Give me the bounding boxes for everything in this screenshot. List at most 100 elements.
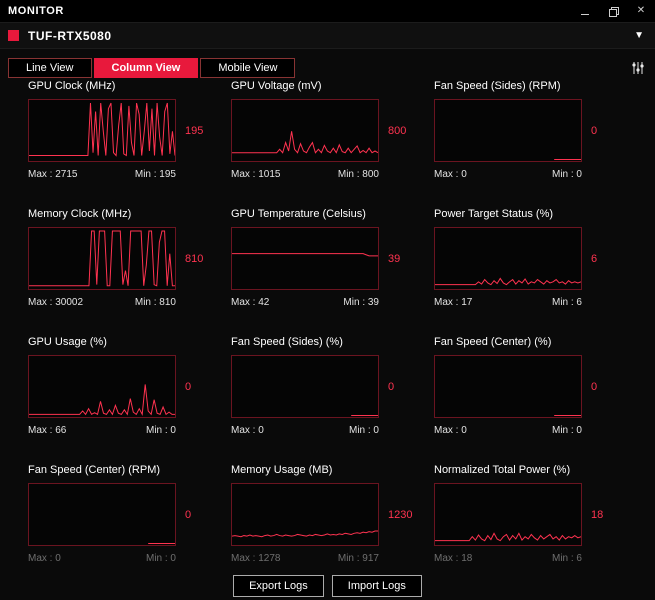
- panel-title: GPU Usage (%): [28, 336, 107, 348]
- min-value: Min : 195: [134, 169, 176, 180]
- current-value: 0: [591, 124, 598, 137]
- sparkline-chart: [28, 483, 176, 546]
- sparkline: [435, 278, 581, 284]
- tab-mobile-view[interactable]: Mobile View: [200, 58, 296, 78]
- panel-title: Fan Speed (Sides) (%): [231, 336, 343, 348]
- panel-title: GPU Voltage (mV): [231, 80, 322, 92]
- panel-title: Fan Speed (Center) (RPM): [28, 464, 161, 476]
- panel-gpu-clock: GPU Clock (MHz) 195 Max : 2715 Min : 195: [28, 80, 231, 208]
- panel-title: GPU Clock (MHz): [28, 80, 116, 92]
- min-value: Min : 0: [145, 553, 176, 564]
- window-controls: ✕: [579, 5, 647, 17]
- device-name: TUF-RTX5080: [28, 28, 112, 43]
- device-selector[interactable]: TUF-RTX5080 ▼: [0, 22, 655, 49]
- sparkline-chart: [231, 483, 379, 546]
- max-value: Max : 2715: [28, 169, 78, 180]
- panel-power-target-status: Power Target Status (%) 6 Max : 17 Min :…: [434, 208, 637, 336]
- footer-bar: Export Logs Import Logs: [0, 571, 655, 600]
- panel-title: Fan Speed (Center) (%): [434, 336, 552, 348]
- sparkline-chart: [231, 355, 379, 418]
- current-value: 0: [388, 380, 395, 393]
- device-color-icon: [8, 30, 19, 41]
- min-value: Min : 6: [551, 553, 582, 564]
- max-value: Max : 42: [231, 297, 270, 308]
- sparkline-chart: [434, 355, 582, 418]
- min-value: Min : 0: [551, 169, 582, 180]
- title-bar: MONITOR ✕: [0, 0, 655, 22]
- import-logs-button[interactable]: Import Logs: [331, 574, 422, 597]
- close-icon: ✕: [636, 5, 646, 16]
- panel-fan-speed-sides-pct: Fan Speed (Sides) (%) 0 Max : 0 Min : 0: [231, 336, 434, 464]
- panel-gpu-temperature: GPU Temperature (Celsius) 39 Max : 42 Mi…: [231, 208, 434, 336]
- current-value: 6: [591, 252, 598, 265]
- close-button[interactable]: ✕: [635, 5, 647, 17]
- current-value: 1230: [388, 508, 413, 521]
- current-value: 0: [185, 380, 192, 393]
- sparkline: [232, 131, 378, 152]
- panel-memory-usage: Memory Usage (MB) 1230 Max : 1278 Min : …: [231, 464, 434, 592]
- window-title: MONITOR: [8, 5, 64, 17]
- minimize-button[interactable]: [579, 5, 591, 17]
- sparkline-chart: [28, 99, 176, 162]
- min-value: Min : 800: [337, 169, 379, 180]
- min-value: Min : 6: [551, 297, 582, 308]
- sparkline: [29, 384, 175, 414]
- max-value: Max : 18: [434, 553, 473, 564]
- current-value: 810: [185, 252, 204, 265]
- chevron-down-icon[interactable]: ▼: [634, 30, 644, 41]
- min-value: Min : 0: [348, 425, 379, 436]
- max-value: Max : 30002: [28, 297, 84, 308]
- sparkline: [29, 231, 175, 286]
- current-value: 0: [591, 380, 598, 393]
- tab-line-view[interactable]: Line View: [8, 58, 92, 78]
- min-value: Min : 0: [551, 425, 582, 436]
- sparkline-chart: [434, 99, 582, 162]
- sparkline: [232, 254, 378, 256]
- max-value: Max : 0: [28, 553, 61, 564]
- restore-icon: [609, 7, 619, 17]
- panel-title: Fan Speed (Sides) (RPM): [434, 80, 561, 92]
- min-value: Min : 39: [343, 297, 379, 308]
- panel-gpu-usage: GPU Usage (%) 0 Max : 66 Min : 0: [28, 336, 231, 464]
- minimize-icon: [581, 13, 589, 15]
- current-value: 195: [185, 124, 204, 137]
- min-value: Min : 917: [337, 553, 379, 564]
- panel-fan-speed-sides-rpm: Fan Speed (Sides) (RPM) 0 Max : 0 Min : …: [434, 80, 637, 208]
- sparkline: [232, 531, 378, 537]
- min-value: Min : 810: [134, 297, 176, 308]
- current-value: 800: [388, 124, 407, 137]
- panel-title: GPU Temperature (Celsius): [231, 208, 366, 220]
- max-value: Max : 17: [434, 297, 473, 308]
- panel-fan-speed-center-rpm: Fan Speed (Center) (RPM) 0 Max : 0 Min :…: [28, 464, 231, 592]
- panel-title: Power Target Status (%): [434, 208, 554, 220]
- sparkline-chart: [231, 99, 379, 162]
- restore-button[interactable]: [607, 5, 619, 17]
- min-value: Min : 0: [145, 425, 176, 436]
- max-value: Max : 1015: [231, 169, 281, 180]
- max-value: Max : 0: [231, 425, 264, 436]
- panel-normalized-total-power: Normalized Total Power (%) 18 Max : 18 M…: [434, 464, 637, 592]
- panel-memory-clock: Memory Clock (MHz) 810 Max : 30002 Min :…: [28, 208, 231, 336]
- tab-column-view[interactable]: Column View: [93, 58, 199, 78]
- max-value: Max : 1278: [231, 553, 281, 564]
- current-value: 39: [388, 252, 401, 265]
- chart-grid: GPU Clock (MHz) 195 Max : 2715 Min : 195…: [28, 80, 637, 592]
- sparkline-chart: [231, 227, 379, 290]
- sparkline-chart: [434, 227, 582, 290]
- max-value: Max : 0: [434, 169, 467, 180]
- panel-gpu-voltage: GPU Voltage (mV) 800 Max : 1015 Min : 80…: [231, 80, 434, 208]
- panel-title: Memory Clock (MHz): [28, 208, 132, 220]
- current-value: 18: [591, 508, 604, 521]
- sparkline: [29, 103, 175, 155]
- export-logs-button[interactable]: Export Logs: [233, 574, 324, 597]
- sparkline: [435, 533, 581, 540]
- panel-title: Normalized Total Power (%): [434, 464, 571, 476]
- panel-fan-speed-center-pct: Fan Speed (Center) (%) 0 Max : 0 Min : 0: [434, 336, 637, 464]
- max-value: Max : 66: [28, 425, 67, 436]
- sparkline-chart: [28, 227, 176, 290]
- filter-sliders-icon[interactable]: [631, 61, 645, 75]
- sparkline-chart: [28, 355, 176, 418]
- max-value: Max : 0: [434, 425, 467, 436]
- sparkline-chart: [434, 483, 582, 546]
- current-value: 0: [185, 508, 192, 521]
